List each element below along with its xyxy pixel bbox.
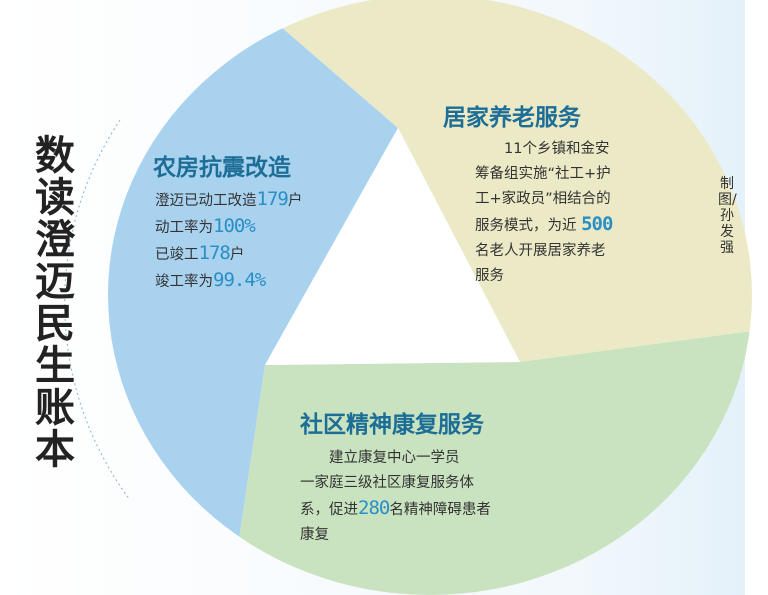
sector-housing bbox=[108, 0, 398, 595]
housing-body: 澄迈已动工改造179户 动工率为100% 已竣工178户 竣工率为99.4% bbox=[155, 187, 302, 295]
elderly-body: 11个乡镇和金安 筹备组实施“社工+护 工+家政员”相结合的 服务模式，为近 5… bbox=[475, 141, 613, 284]
main-title: 数读澄迈民生账本 bbox=[35, 132, 75, 473]
rehab-title: 社区精神康复服务 bbox=[300, 411, 484, 438]
housing-line: 动工率为100% bbox=[155, 215, 256, 237]
center-triangle bbox=[265, 128, 520, 365]
housing-line: 已竣工178户 bbox=[155, 242, 245, 264]
housing-title: 农房抗震改造 bbox=[153, 154, 291, 181]
housing-line: 澄迈已动工改造179户 bbox=[155, 188, 303, 210]
credit: 制图/孙发强 bbox=[718, 176, 737, 256]
housing-line: 竣工率为99.4% bbox=[155, 269, 266, 291]
rehab-body: 建立康复中心一学员 一家庭三级社区康复服务体 系，促进280名精神障碍患者 康复 bbox=[300, 450, 491, 543]
elderly-title: 居家养老服务 bbox=[443, 104, 581, 131]
sector-elderly bbox=[250, 0, 752, 362]
